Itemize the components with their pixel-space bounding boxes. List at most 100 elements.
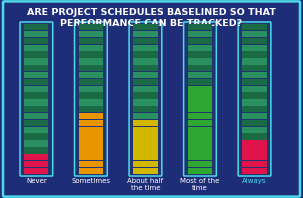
- Bar: [133, 45, 158, 51]
- Bar: [79, 24, 103, 30]
- Bar: [188, 65, 212, 71]
- Bar: [24, 51, 48, 58]
- Bar: [133, 147, 158, 153]
- Bar: [133, 133, 158, 140]
- Bar: [133, 154, 158, 160]
- Bar: [242, 38, 267, 44]
- Bar: [133, 92, 158, 99]
- Text: Sometimes: Sometimes: [72, 178, 110, 184]
- Bar: [24, 127, 48, 133]
- Bar: [133, 106, 158, 112]
- Bar: [242, 99, 267, 106]
- Bar: [242, 106, 267, 112]
- Bar: [242, 65, 267, 71]
- Bar: [188, 99, 212, 106]
- Bar: [133, 79, 158, 85]
- Bar: [242, 45, 267, 51]
- Bar: [242, 120, 267, 126]
- Bar: [188, 147, 212, 153]
- Bar: [242, 161, 267, 167]
- Bar: [188, 51, 212, 58]
- Bar: [79, 79, 103, 85]
- Bar: [188, 140, 212, 147]
- Text: Always: Always: [242, 178, 267, 184]
- Bar: [133, 161, 158, 167]
- Bar: [242, 168, 267, 174]
- Bar: [188, 106, 212, 112]
- Bar: [188, 24, 212, 30]
- Bar: [133, 24, 158, 30]
- Bar: [24, 58, 48, 65]
- Bar: [24, 140, 48, 147]
- Bar: [133, 51, 158, 58]
- Bar: [242, 133, 267, 140]
- Bar: [242, 86, 267, 92]
- Bar: [133, 58, 158, 65]
- Bar: [188, 38, 212, 44]
- Bar: [242, 154, 267, 160]
- Text: ARE PROJECT SCHEDULES BASELINED SO THAT
PERFORMANCE CAN BE TRACKED?: ARE PROJECT SCHEDULES BASELINED SO THAT …: [27, 8, 276, 28]
- Bar: [79, 140, 103, 147]
- Bar: [79, 133, 103, 140]
- Text: Never: Never: [26, 178, 47, 184]
- Text: Most of the
time: Most of the time: [180, 178, 220, 191]
- Bar: [188, 86, 212, 92]
- Bar: [188, 113, 212, 119]
- Bar: [24, 31, 48, 37]
- Bar: [79, 168, 103, 174]
- Bar: [79, 161, 103, 167]
- FancyBboxPatch shape: [184, 22, 216, 176]
- FancyBboxPatch shape: [129, 22, 162, 176]
- Bar: [133, 72, 158, 78]
- Bar: [24, 65, 48, 71]
- Bar: [188, 79, 212, 85]
- Bar: [24, 106, 48, 112]
- Bar: [79, 58, 103, 65]
- Bar: [24, 147, 48, 153]
- Bar: [24, 133, 48, 140]
- Bar: [133, 86, 158, 92]
- Bar: [24, 154, 48, 160]
- Bar: [79, 127, 103, 133]
- Bar: [79, 31, 103, 37]
- Bar: [24, 99, 48, 106]
- Bar: [242, 24, 267, 30]
- Bar: [188, 154, 212, 160]
- Bar: [242, 79, 267, 85]
- Bar: [242, 113, 267, 119]
- Bar: [24, 120, 48, 126]
- Bar: [188, 127, 212, 133]
- Bar: [242, 140, 267, 147]
- Bar: [133, 38, 158, 44]
- FancyBboxPatch shape: [20, 22, 53, 176]
- Bar: [24, 24, 48, 30]
- Bar: [188, 120, 212, 126]
- Bar: [133, 168, 158, 174]
- Bar: [24, 92, 48, 99]
- Bar: [79, 51, 103, 58]
- Bar: [133, 127, 158, 133]
- Bar: [79, 106, 103, 112]
- Bar: [188, 161, 212, 167]
- Bar: [188, 31, 212, 37]
- Bar: [24, 168, 48, 174]
- Bar: [188, 168, 212, 174]
- Bar: [24, 45, 48, 51]
- Bar: [79, 99, 103, 106]
- Bar: [188, 72, 212, 78]
- Bar: [133, 113, 158, 119]
- Bar: [133, 140, 158, 147]
- Bar: [24, 113, 48, 119]
- Bar: [24, 72, 48, 78]
- Bar: [79, 38, 103, 44]
- Bar: [242, 31, 267, 37]
- Bar: [79, 86, 103, 92]
- Bar: [79, 113, 103, 119]
- Bar: [133, 120, 158, 126]
- Bar: [133, 31, 158, 37]
- Bar: [242, 58, 267, 65]
- Bar: [79, 45, 103, 51]
- Bar: [133, 99, 158, 106]
- Bar: [242, 72, 267, 78]
- Bar: [188, 92, 212, 99]
